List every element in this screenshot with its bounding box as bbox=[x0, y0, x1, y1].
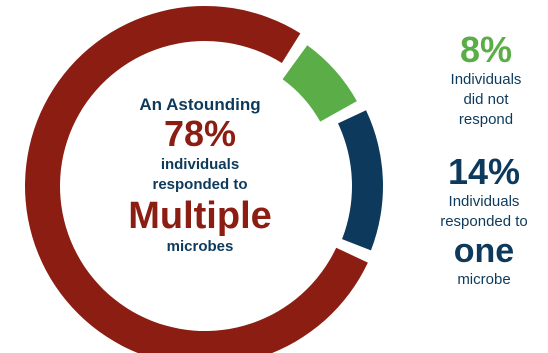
label-blue-emphasis: one bbox=[453, 232, 515, 270]
label-green-line: Individuals bbox=[450, 71, 522, 88]
donut-slice bbox=[338, 110, 383, 251]
center-emphasis: Multiple bbox=[128, 195, 272, 237]
label-blue-line1: Individuals bbox=[448, 193, 520, 210]
center-intro: An Astounding bbox=[139, 95, 261, 114]
center-percent: 78% bbox=[163, 113, 237, 154]
label-blue-line2: responded to bbox=[440, 213, 528, 230]
label-green-line: did not bbox=[463, 91, 509, 108]
label-did-not-respond: 8% Individuals did not respond bbox=[428, 30, 544, 130]
label-blue-percent: 14% bbox=[447, 151, 521, 192]
label-blue-line3: microbe bbox=[457, 271, 511, 288]
center-label: An Astounding 78% individuals responded … bbox=[100, 95, 300, 257]
donut-slices bbox=[25, 6, 383, 353]
label-green-line: respond bbox=[458, 111, 514, 128]
center-line3: microbes bbox=[166, 238, 234, 255]
donut-slice bbox=[282, 45, 357, 122]
center-line2: responded to bbox=[152, 176, 248, 193]
label-green-percent: 8% bbox=[459, 29, 513, 70]
label-one-microbe: 14% Individuals responded to one microbe bbox=[420, 152, 548, 290]
center-line1: individuals bbox=[160, 156, 240, 173]
